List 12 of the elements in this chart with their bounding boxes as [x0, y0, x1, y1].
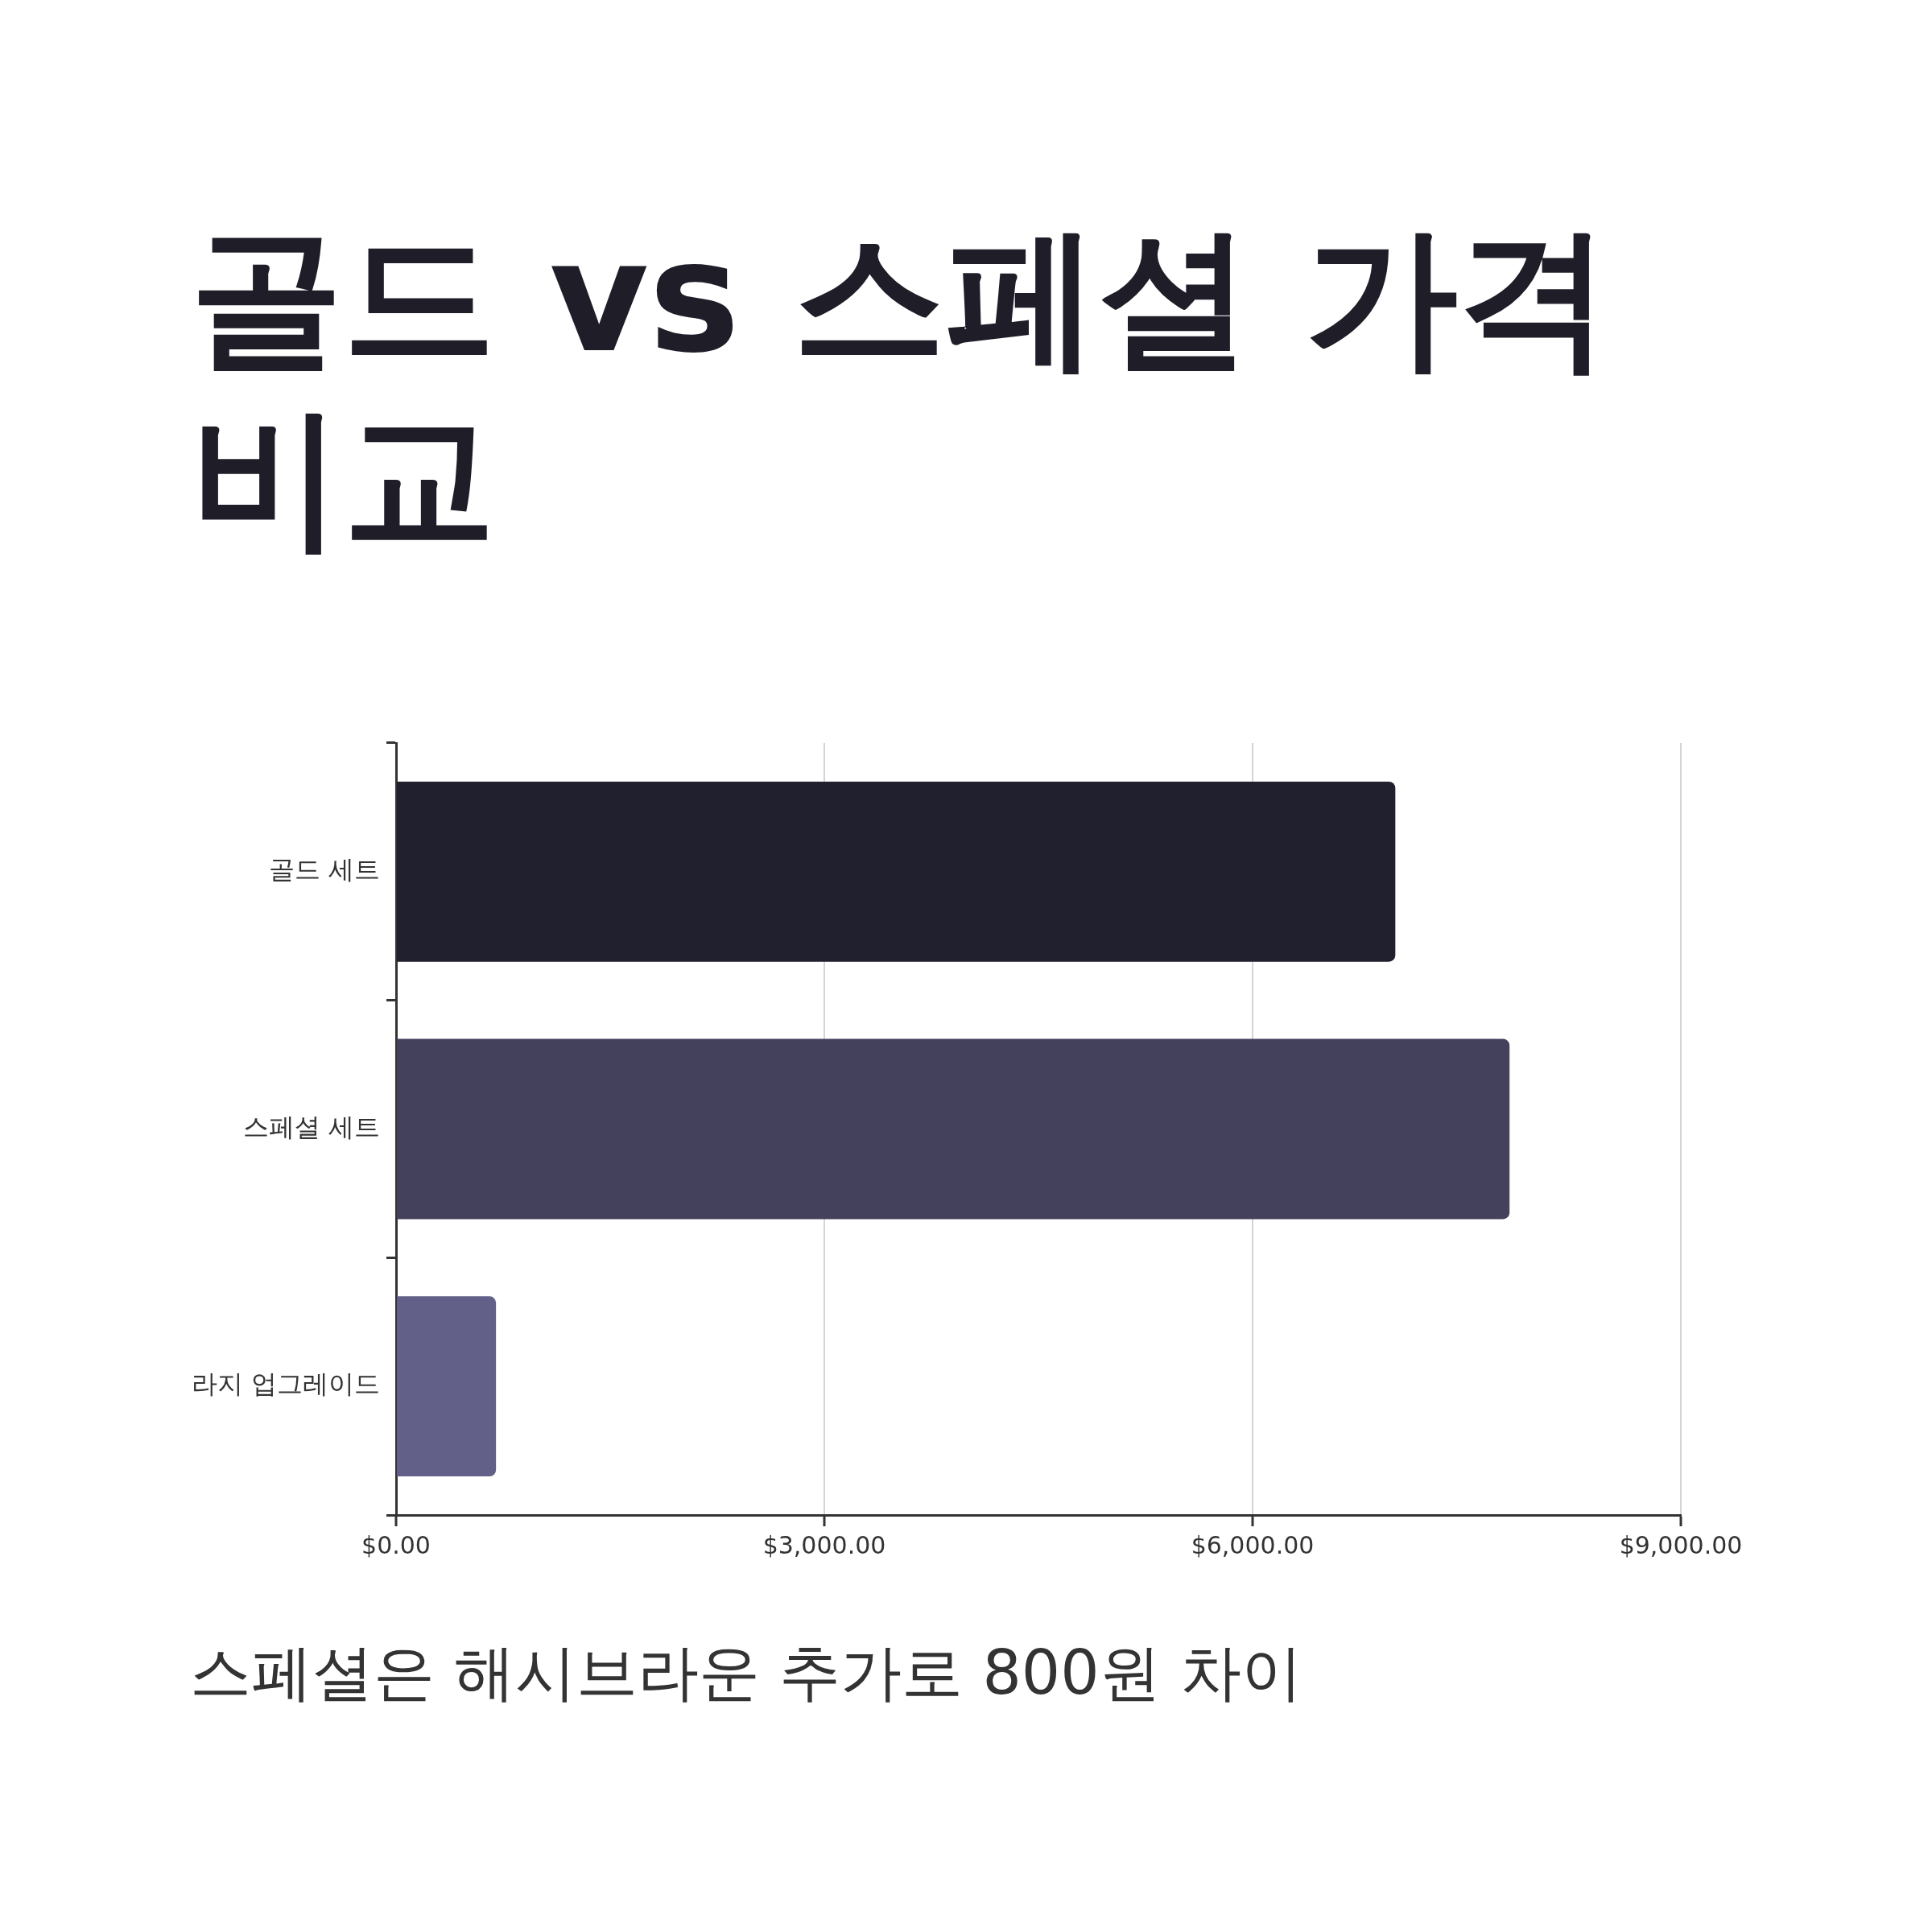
y-tick-label: 스페셜 세트 — [242, 1111, 380, 1142]
bar — [397, 1038, 1510, 1220]
chart-title: 골드 vs 스페셜 가격 비교 — [190, 208, 1612, 569]
x-tick-label: $6,000.00 — [1191, 1530, 1315, 1559]
x-tick-label: $3,000.00 — [762, 1530, 886, 1559]
bar — [397, 781, 1396, 962]
x-tick-label: $9,000.00 — [1619, 1530, 1743, 1559]
x-tick-label: $0.00 — [361, 1530, 431, 1559]
y-tick-label: 골드 세트 — [268, 854, 380, 886]
y-tick-label: 라지 업그레이드 — [191, 1368, 380, 1400]
bar — [397, 1296, 497, 1477]
text: 스페셜은 해시브라운 추가로 800원 차이 — [190, 1636, 1302, 1710]
